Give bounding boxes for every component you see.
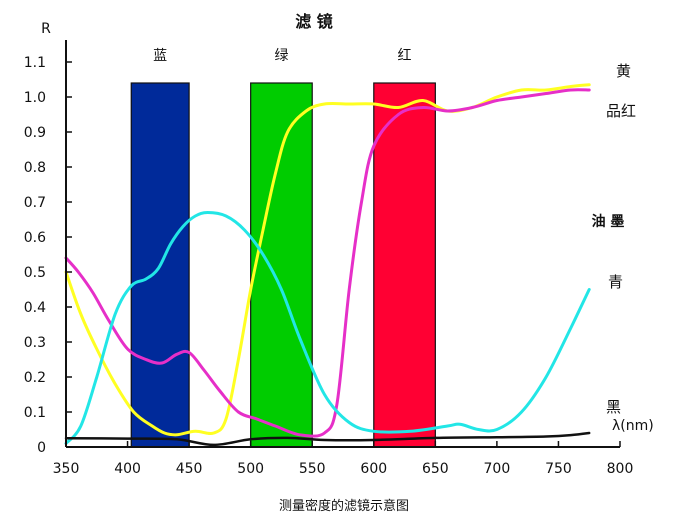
y-tick-label-6: 0.6	[24, 230, 46, 246]
filter-label-0: 蓝	[153, 48, 167, 64]
filter-band-1	[250, 82, 313, 448]
y-tick-label-1: 0.1	[24, 405, 46, 421]
x-tick-label-1: 400	[114, 461, 141, 477]
y-tick-label-3: 0.3	[24, 335, 46, 351]
x-tick-label-9: 800	[607, 461, 634, 477]
axes	[65, 40, 620, 448]
y-tick-label-4: 0.4	[24, 300, 46, 316]
series-line-3	[64, 431, 591, 447]
x-tick-label-4: 550	[299, 461, 326, 477]
series-label-1: 品红	[606, 102, 636, 120]
spectral-curves	[64, 83, 591, 447]
filter-bands: 蓝绿红	[130, 48, 436, 448]
x-axis-label: λ(nm)	[612, 418, 654, 434]
x-tick-label-5: 600	[360, 461, 387, 477]
ink-section-label: 油 墨	[592, 213, 625, 230]
series-line-2	[64, 211, 591, 445]
series-line-1	[64, 88, 591, 438]
x-tick-label-2: 450	[176, 461, 203, 477]
filter-label-2: 红	[398, 48, 412, 64]
series-label-0: 黄	[616, 62, 631, 80]
x-tick-label-6: 650	[422, 461, 449, 477]
y-tick-label-9: 0.9	[24, 125, 46, 141]
x-tick-label-8: 750	[545, 461, 572, 477]
filter-label-1: 绿	[274, 48, 288, 64]
y-tick-label-2: 0.2	[24, 370, 46, 386]
x-tick-label-0: 350	[53, 461, 80, 477]
y-tick-label-0: 0	[37, 440, 46, 456]
y-tick-label-10: 1.0	[24, 90, 46, 106]
series-label-3: 黑	[606, 398, 621, 416]
y-tick-label-8: 0.8	[24, 160, 46, 176]
y-tick-label-5: 0.5	[24, 265, 46, 281]
y-axis-label: R	[41, 21, 51, 37]
axis-ticks: 350 400 450 500 550 600 650 700 750 800 0 0.1 0.2 0.3…	[24, 55, 634, 477]
filter-band-2	[373, 82, 436, 448]
chart-caption: 测量密度的滤镜示意图	[279, 498, 409, 514]
x-tick-label-7: 700	[484, 461, 511, 477]
y-tick-label-7: 0.7	[24, 195, 46, 211]
x-tick-label-3: 500	[237, 461, 264, 477]
y-tick-label-11: 1.1	[24, 55, 46, 71]
series-label-2: 青	[608, 273, 623, 291]
chart-title: 滤 镜	[295, 12, 333, 31]
